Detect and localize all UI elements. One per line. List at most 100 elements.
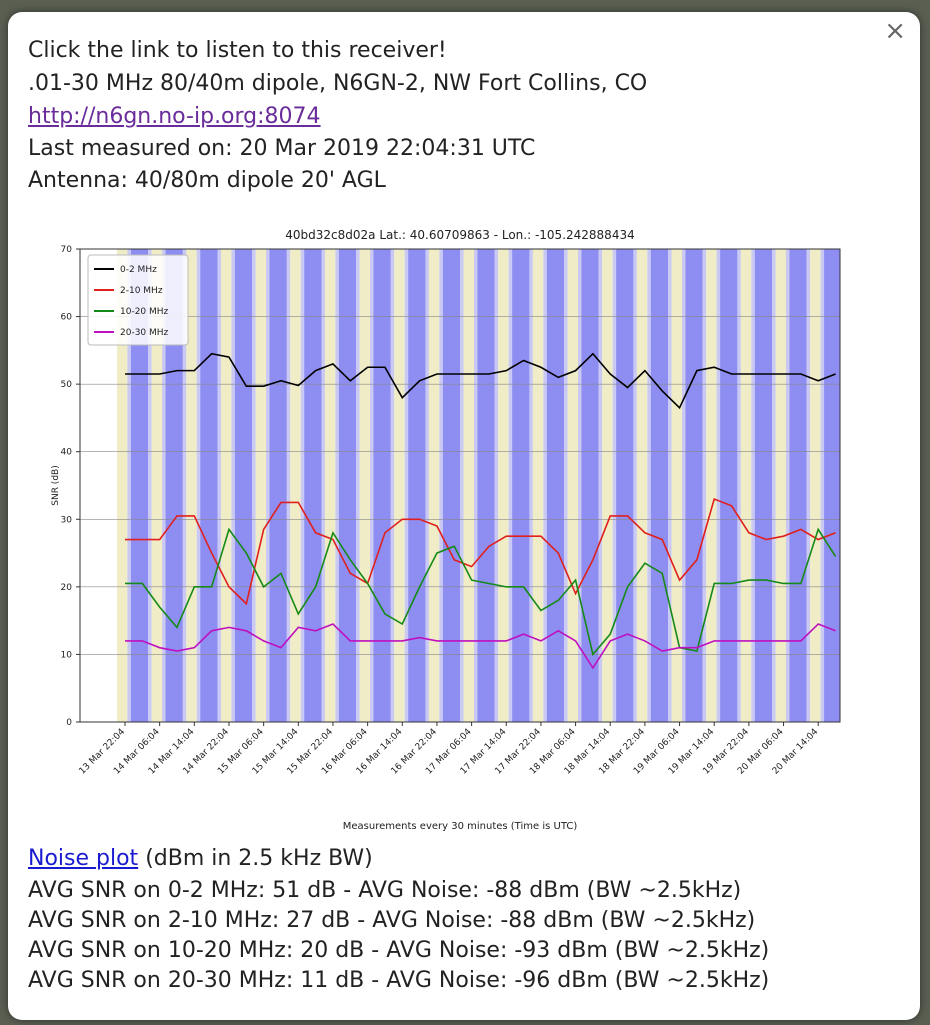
y-tick-label: 40: [61, 448, 73, 458]
band: [477, 249, 495, 722]
band: [567, 249, 578, 722]
band: [494, 249, 499, 722]
band: [304, 249, 322, 722]
y-tick-label: 50: [61, 380, 73, 390]
legend-label: 10-20 MHz: [120, 307, 169, 317]
band: [740, 249, 752, 722]
band: [824, 249, 840, 722]
series-line: [125, 623, 836, 670]
band: [671, 249, 682, 722]
text-line: AVG SNR on 20-30 MHz: 11 dB - AVG Noise:…: [28, 968, 770, 993]
band: [543, 249, 547, 722]
band: [286, 249, 291, 722]
series-line: [125, 352, 836, 410]
series-line: [125, 527, 837, 657]
band: [394, 249, 405, 722]
band: [408, 249, 426, 722]
x-axis-label: Measurements every 30 minutes (Time is U…: [343, 821, 578, 832]
band: [321, 249, 325, 722]
band: [473, 249, 478, 722]
band: [148, 249, 152, 722]
band: [460, 249, 464, 722]
band: [425, 249, 429, 722]
band: [356, 249, 360, 722]
legend-label: 2-10 MHz: [120, 286, 163, 296]
popup: × Click the link to listen to this recei…: [8, 12, 920, 1020]
band: [681, 249, 686, 722]
band: [751, 249, 755, 722]
legend-label: 0-2 MHz: [120, 265, 157, 275]
band: [720, 249, 738, 722]
text-line: AVG SNR on 0-2 MHz: 51 dB - AVG Noise: -…: [28, 878, 742, 903]
band: [529, 249, 533, 722]
band: [772, 249, 776, 722]
text-line: Antenna: 40/80m dipole 20' AGL: [28, 168, 386, 193]
band: [390, 249, 395, 722]
y-tick-label: 60: [61, 313, 73, 323]
band: [650, 249, 669, 722]
band: [785, 249, 790, 722]
band: [428, 249, 440, 722]
band: [602, 249, 613, 722]
band: [546, 249, 565, 722]
y-tick-label: 0: [66, 718, 72, 728]
band: [636, 249, 648, 722]
text-line: AVG SNR on 10-20 MHz: 20 dB - AVG Noise:…: [28, 938, 770, 963]
band: [373, 249, 391, 722]
band: [716, 249, 721, 722]
plot-frame: [79, 248, 841, 723]
band: [508, 249, 513, 722]
band: [702, 249, 707, 722]
band: [196, 249, 201, 722]
band: [404, 249, 409, 722]
band: [162, 249, 166, 722]
text-line: (dBm in 2.5 kHz BW): [145, 846, 373, 871]
band: [234, 249, 253, 722]
band: [564, 249, 568, 722]
noise-link[interactable]: Noise plot: [28, 846, 139, 871]
text-line: AVG SNR on 2-10 MHz: 27 dB - AVG Noise: …: [28, 908, 756, 933]
receiver-link[interactable]: http://n6gn.no-ip.org:8074: [28, 104, 321, 129]
band: [577, 249, 582, 722]
chart-title: 40bd32c8d02a Lat.: 40.60709863 - Lon.: -…: [285, 228, 634, 242]
band: [668, 249, 672, 722]
text-line: .01-30 MHz 80/40m dipole, N6GN-2, NW For…: [28, 71, 648, 96]
band: [581, 249, 599, 722]
y-tick-label: 70: [61, 245, 73, 255]
close-button[interactable]: ×: [884, 16, 906, 46]
band: [300, 249, 305, 722]
band: [498, 249, 509, 722]
y-axis-label: SNR (dB): [51, 465, 61, 505]
band: [359, 249, 371, 722]
band: [463, 249, 474, 722]
band: [512, 249, 530, 722]
band: [269, 249, 287, 722]
band: [217, 249, 221, 722]
band: [775, 249, 786, 722]
band: [598, 249, 603, 722]
band: [151, 249, 163, 722]
band: [685, 249, 703, 722]
series-line: [125, 497, 836, 606]
band: [439, 249, 443, 722]
band: [335, 249, 339, 722]
band: [616, 249, 634, 722]
band: [370, 249, 374, 722]
band: [186, 249, 197, 722]
band: [290, 249, 301, 722]
band: [130, 249, 149, 722]
band: [231, 249, 235, 722]
band: [532, 249, 544, 722]
band: [706, 249, 717, 722]
band: [810, 249, 821, 722]
legend-label: 20-30 MHz: [120, 328, 169, 338]
text-line: Click the link to listen to this receive…: [28, 38, 447, 63]
band: [338, 249, 357, 722]
band: [200, 249, 218, 722]
band: [117, 249, 128, 722]
chart: 40bd32c8d02a Lat.: 40.60709863 - Lon.: -…: [51, 228, 841, 832]
text-line: Last measured on: 20 Mar 2019 22:04:31 U…: [28, 136, 536, 161]
band: [789, 249, 807, 722]
band: [754, 249, 773, 722]
band: [633, 249, 637, 722]
